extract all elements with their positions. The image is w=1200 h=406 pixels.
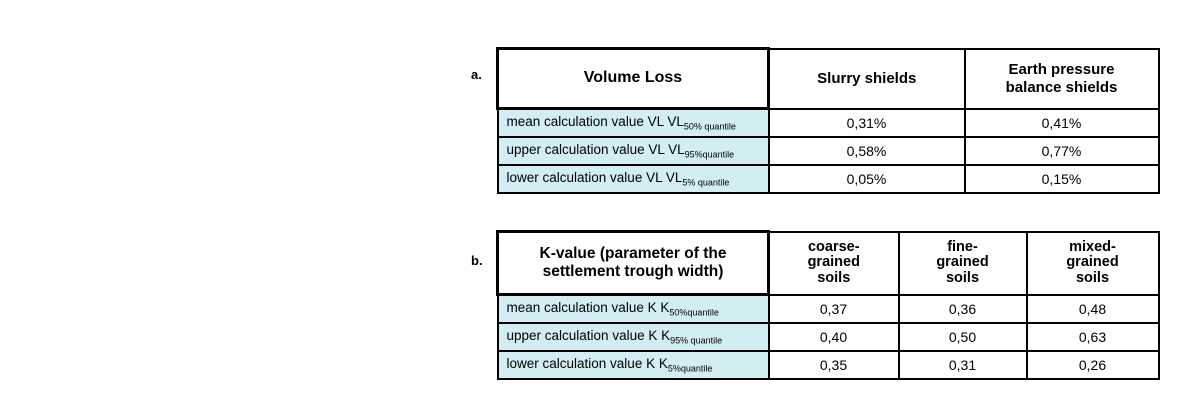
row-label: upper calculation value K K95% quantile [496,321,770,352]
value-cell: 0,05% [767,163,966,194]
row-label-text: lower calculation value VL VL [506,169,683,185]
row-label: mean calculation value VL VL50% quantile [496,107,770,138]
row-label-text: upper calculation value K K [506,327,671,343]
table-b-row-mean: mean calculation value K K50%quantile 0,… [496,293,1160,324]
row-label-subscript: 95% quantile [670,335,723,346]
value-cell: 0,41% [963,107,1160,138]
table-a-column-epb-shields: Earth pressure balance shields [963,47,1160,110]
table-a-title-cell: Volume Loss [496,47,770,110]
row-label: lower calculation value VL VL5% quantile [496,163,770,194]
value-cell: 0,58% [767,135,966,166]
table-b-row-lower: lower calculation value K K5%quantile 0,… [496,349,1160,380]
row-label: mean calculation value K K50%quantile [496,293,770,324]
k-value-table: K-value (parameter of the settlement trou… [496,230,1160,380]
row-label-text: upper calculation value VL VL [506,141,685,157]
value-cell: 0,31 [897,349,1028,380]
table-b-header-row: K-value (parameter of the settlement trou… [496,230,1160,296]
row-label-subscript: 50%quantile [669,307,719,318]
table-a-row-upper: upper calculation value VL VL95%quantile… [496,135,1160,166]
value-cell: 0,36 [897,293,1028,324]
table-b-column-fine-grained: fine-grained soils [897,230,1028,296]
row-label: lower calculation value K K5%quantile [496,349,770,380]
row-label: upper calculation value VL VL95%quantile [496,135,770,166]
row-label-text: lower calculation value K K [506,355,668,371]
row-label-text: mean calculation value K K [506,299,670,315]
value-cell: 0,35 [767,349,900,380]
row-label-text: mean calculation value VL VL [506,113,684,129]
row-label-subscript: 95%quantile [684,149,735,160]
row-label-subscript: 5%quantile [667,363,713,374]
value-cell: 0,63 [1025,321,1160,352]
value-cell: 0,31% [767,107,966,138]
value-cell: 0,26 [1025,349,1160,380]
value-cell: 0,50 [897,321,1028,352]
table-b-row-upper: upper calculation value K K95% quantile … [496,321,1160,352]
figure-b-label: b. [471,253,483,268]
value-cell: 0,40 [767,321,900,352]
value-cell: 0,37 [767,293,900,324]
table-b-title-cell: K-value (parameter of the settlement trou… [496,230,770,296]
row-label-subscript: 50% quantile [683,121,736,132]
value-cell: 0,15% [963,163,1160,194]
table-a-header-row: Volume Loss Slurry shields Earth pressur… [496,47,1160,110]
table-a-column-slurry-shields: Slurry shields [767,47,966,110]
table-a-row-mean: mean calculation value VL VL50% quantile… [496,107,1160,138]
table-a-row-lower: lower calculation value VL VL5% quantile… [496,163,1160,194]
value-cell: 0,77% [963,135,1160,166]
figure-a-label: a. [471,67,482,82]
value-cell: 0,48 [1025,293,1160,324]
table-b-column-mixed-grained: mixed-grained soils [1025,230,1160,296]
row-label-subscript: 5% quantile [682,177,730,188]
volume-loss-table: Volume Loss Slurry shields Earth pressur… [496,47,1160,194]
table-b-column-coarse-grained: coarse-grained soils [767,230,900,296]
